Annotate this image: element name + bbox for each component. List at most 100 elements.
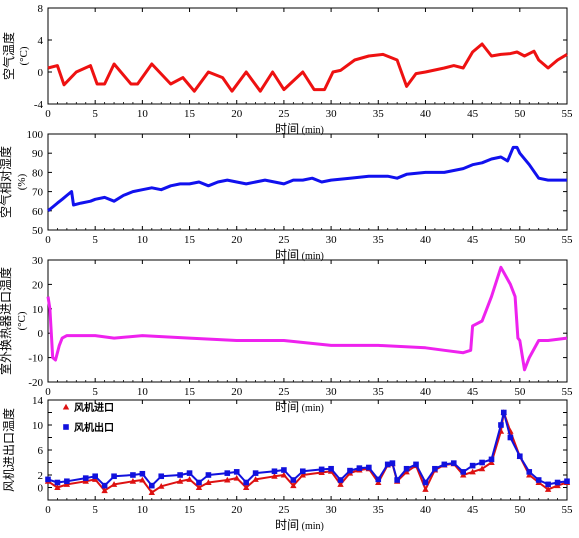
- data-point: [413, 461, 419, 468]
- x-tick-label: 45: [467, 386, 479, 398]
- y-axis-title: 风机进出口温度: [1, 408, 16, 492]
- data-point: [441, 461, 448, 468]
- data-point: [544, 486, 552, 492]
- y-tick-label: -20: [28, 377, 43, 389]
- x-tick-label: 40: [420, 386, 432, 398]
- x-tick-label: 15: [184, 234, 196, 246]
- x-tick-label: 50: [514, 234, 526, 246]
- y-tick-label: -10: [28, 353, 43, 365]
- data-point: [432, 465, 438, 472]
- x-tick-label: 35: [373, 386, 385, 398]
- y-tick-label: 50: [32, 225, 44, 237]
- x-tick-label: 20: [231, 386, 243, 398]
- data-point: [64, 478, 70, 485]
- y-tick-label: 0: [38, 328, 44, 340]
- y-tick-label: 10: [32, 304, 44, 316]
- data-point: [224, 470, 231, 476]
- x-tick-label: 40: [420, 234, 432, 246]
- data-point: [526, 469, 533, 475]
- data-point: [545, 481, 551, 488]
- x-axis-title: 时间 (min): [275, 400, 324, 414]
- data-point: [45, 476, 51, 483]
- data-point: [290, 477, 297, 483]
- y-axis-title: 空气相对湿度: [0, 146, 13, 218]
- data-point: [384, 461, 391, 468]
- data-point: [450, 460, 457, 466]
- series-line-2: [47, 411, 568, 487]
- data-point: [554, 479, 561, 486]
- x-axis-title: 时间 (min): [275, 248, 324, 262]
- x-axis-title: 时间 (min): [275, 122, 324, 136]
- y-axis-unit: (°C): [16, 311, 28, 330]
- data-point: [507, 434, 514, 441]
- data-point: [242, 484, 250, 490]
- data-point: [186, 476, 193, 482]
- data-point: [478, 465, 486, 472]
- x-tick-label: 45: [467, 504, 479, 516]
- series-line-1: [47, 42, 568, 93]
- data-point: [488, 456, 495, 463]
- data-point: [92, 473, 98, 480]
- data-point: [375, 476, 382, 483]
- data-point: [394, 477, 400, 483]
- y-tick-label: 90: [32, 148, 44, 160]
- panel-2: 0 5 10 15 20 25 30 35 40 45 50 55 50 60 70 80 90 100 时间 (m…: [0, 129, 573, 262]
- x-tick-label: 30: [326, 386, 338, 398]
- data-point: [111, 473, 117, 480]
- x-tick-label: 50: [514, 108, 526, 120]
- y-tick-label: 60: [32, 206, 44, 218]
- series-line-1: [47, 145, 567, 212]
- x-tick-label: 20: [231, 108, 243, 120]
- y-tick-label: -4: [34, 99, 44, 111]
- x-tick-label: 15: [184, 108, 196, 120]
- x-axis-title: 时间 (min): [275, 518, 324, 532]
- y-tick-label: 20: [32, 279, 44, 291]
- data-point: [479, 459, 485, 466]
- data-point: [328, 465, 334, 472]
- data-point: [158, 473, 165, 480]
- y-axis-unit: (%): [16, 173, 28, 190]
- x-tick-label: 10: [137, 504, 149, 516]
- data-point: [271, 473, 278, 479]
- y-tick-label: 8: [38, 3, 44, 15]
- data-point: [195, 484, 203, 490]
- data-point: [290, 482, 297, 489]
- y-tick-label: 80: [32, 167, 44, 179]
- x-tick-label: 20: [231, 234, 243, 246]
- x-tick-label: 0: [45, 234, 51, 246]
- data-point: [129, 478, 137, 484]
- data-point: [177, 472, 183, 478]
- data-point: [233, 469, 240, 475]
- y-tick-label: 14: [32, 395, 44, 407]
- data-point: [186, 470, 193, 476]
- data-point: [101, 487, 108, 494]
- x-tick-label: 35: [373, 504, 385, 516]
- x-tick-label: 15: [184, 504, 196, 516]
- x-tick-label: 55: [562, 504, 574, 516]
- x-tick-label: 40: [420, 108, 432, 120]
- series-line-1: [46, 265, 568, 372]
- x-tick-label: 0: [45, 108, 51, 120]
- x-tick-label: 30: [326, 234, 338, 246]
- data-point: [299, 468, 306, 475]
- y-axis-title: 室外换热器进口温度: [0, 267, 13, 375]
- y-tick-label: 0: [38, 67, 44, 79]
- data-point: [280, 471, 288, 478]
- data-point: [139, 476, 146, 483]
- data-point: [54, 479, 61, 486]
- x-tick-label: 35: [373, 108, 385, 120]
- x-tick-label: 0: [45, 386, 51, 398]
- data-point: [149, 482, 155, 489]
- data-point: [54, 484, 61, 490]
- legend-label: 风机出口: [74, 421, 114, 434]
- data-point: [469, 468, 476, 475]
- data-point: [281, 467, 287, 473]
- legend-marker: [63, 424, 69, 430]
- x-tick-label: 25: [278, 234, 290, 246]
- y-axis-unit: (°C): [18, 46, 30, 65]
- x-tick-label: 10: [137, 108, 149, 120]
- x-tick-label: 45: [467, 234, 479, 246]
- x-tick-label: 35: [373, 234, 385, 246]
